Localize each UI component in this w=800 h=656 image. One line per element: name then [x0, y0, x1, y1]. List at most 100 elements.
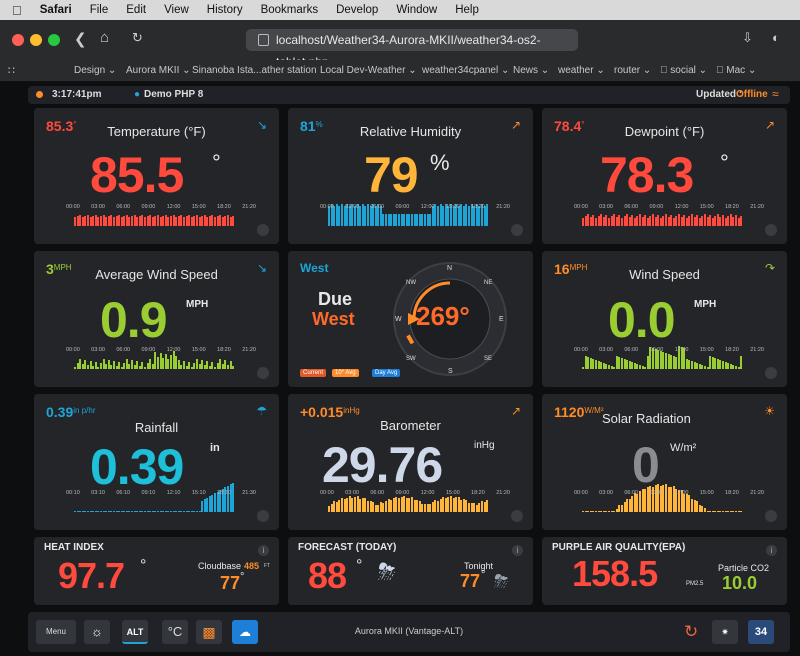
- chart-bar: [610, 216, 613, 226]
- menu-app-name[interactable]: Safari: [30, 4, 72, 16]
- fav-router[interactable]: router ⌄: [614, 65, 652, 76]
- fav-local-dev[interactable]: Local Dev-Weather ⌄: [320, 65, 417, 76]
- wind-speed-small-value: 16: [554, 261, 570, 277]
- menu-file[interactable]: File: [79, 4, 109, 16]
- temperature-card[interactable]: 85.3° Temperature (°F) ↘ 85.5 ° 00:00 03:…: [34, 108, 279, 244]
- menu-bookmarks[interactable]: Bookmarks: [250, 4, 319, 16]
- fav-aurora[interactable]: Aurora MKII ⌄: [126, 65, 191, 76]
- chart-bar: [714, 216, 717, 226]
- fav-sinanoba[interactable]: Sinanoba Ista...ather station: [192, 65, 317, 76]
- menu-help[interactable]: Help: [445, 4, 479, 16]
- chart-bar: [206, 497, 209, 512]
- back-icon[interactable]: ❮: [74, 31, 87, 48]
- menu-button[interactable]: Menu: [36, 620, 76, 644]
- fav-weather[interactable]: weather ⌄: [558, 65, 605, 76]
- chart-bar: [667, 354, 670, 369]
- chart-bar: [398, 214, 401, 226]
- chart-bar: [737, 218, 740, 226]
- chart-bar: [198, 511, 201, 512]
- fav-label: weather34cpanel: [422, 65, 499, 76]
- chart-bar: [390, 214, 393, 226]
- chart-bar: [411, 497, 413, 512]
- zoom-window-button[interactable]: [48, 34, 60, 46]
- menu-window[interactable]: Window: [386, 4, 437, 16]
- menu-develop[interactable]: Develop: [326, 4, 378, 16]
- axis-tick: 15:10: [191, 490, 206, 496]
- heat-index-card[interactable]: HEAT INDEX i 97.7 ° Cloudbase 485 FT 77 …: [34, 537, 279, 605]
- fav-news[interactable]: News ⌄: [513, 65, 550, 76]
- close-window-button[interactable]: [12, 34, 24, 46]
- apple-icon[interactable]: : [12, 3, 22, 18]
- info-icon[interactable]: i: [258, 545, 269, 556]
- menu-edit[interactable]: Edit: [116, 4, 146, 16]
- menu-history[interactable]: History: [197, 4, 243, 16]
- chart-bar: [649, 347, 652, 369]
- chart-bar: [444, 498, 447, 512]
- solar-card[interactable]: 1120W/M² Solar Radiation ☀ 0 W/m² 00:00 0…: [542, 394, 787, 530]
- chart-bar: [654, 485, 657, 512]
- forecast-card[interactable]: FORECAST (TODAY) i 88 ° ⛈ Tonight 77 ° ⛈: [288, 537, 533, 605]
- menu-view[interactable]: View: [154, 4, 189, 16]
- chart-bar: [698, 218, 701, 226]
- wind-speed-unit: MPH: [694, 299, 717, 310]
- chart-bar: [610, 366, 613, 369]
- chart-bar: [190, 367, 193, 369]
- chart-bar: [214, 367, 217, 369]
- fav-label: News: [513, 65, 539, 76]
- chart-bar: [636, 216, 639, 226]
- humidity-card[interactable]: 81% Relative Humidity ↗ 79 % 00:00 03:00 0…: [288, 108, 533, 244]
- chart-bar: [201, 500, 204, 512]
- chart-bar: [387, 499, 390, 512]
- chart-bar: [84, 216, 87, 226]
- compass-card[interactable]: West Due West N NE E SE S SW W NW 269° C…: [288, 251, 533, 387]
- average-wind-card[interactable]: 3MPH Average Wind Speed ↘ 0.9 MPH 00:00 0…: [34, 251, 279, 387]
- brightness-button[interactable]: ☼: [84, 620, 110, 644]
- chart-bar: [195, 511, 198, 512]
- chart-bar: [486, 204, 489, 226]
- wind-speed-card[interactable]: 16MPH Wind Speed ↷ 0.0 MPH 00:00 03:00 06:…: [542, 251, 787, 387]
- temperature-value: 85.5: [90, 147, 184, 203]
- trend-down-icon: ↘: [256, 261, 267, 275]
- fav-cpanel[interactable]: weather34cpanel ⌄: [422, 65, 510, 76]
- grid-icon[interactable]: ∷: [8, 65, 15, 77]
- fav-design[interactable]: Design ⌄: [74, 65, 117, 76]
- weather34-logo-button[interactable]: 34: [748, 620, 774, 644]
- chart-bar: [685, 494, 688, 512]
- logo-label: 34: [754, 626, 768, 638]
- rainfall-card[interactable]: 0.39in p/hr Rainfall ☂ 0.39 in 00:10 03:1…: [34, 394, 279, 530]
- chart-bar: [688, 495, 691, 512]
- alt-button[interactable]: ALT: [122, 620, 148, 644]
- info-icon[interactable]: i: [766, 545, 777, 556]
- chart-bar: [89, 511, 92, 512]
- celsius-button[interactable]: °C: [162, 620, 188, 644]
- chart-bar: [144, 217, 147, 226]
- address-bar[interactable]: localhost/Weather34-Aurora-MKII/weather3…: [246, 29, 578, 69]
- chart-bar: [343, 206, 346, 226]
- chart-bar: [646, 218, 649, 226]
- air-quality-card[interactable]: PURPLE AIR QUALITY(EPA) i 158.5 PM2.5 Pa…: [542, 537, 787, 605]
- compass-label-nw: NW: [406, 280, 416, 286]
- avg-wind-small-unit: MPH: [53, 263, 72, 272]
- barometer-card[interactable]: +0.015inHg Barometer ↗ 29.76 inHg 00:00 0…: [288, 394, 533, 530]
- thunderstorm-icon: ⛈: [378, 559, 396, 584]
- reload-icon[interactable]: ↻: [132, 30, 143, 45]
- chart-bar: [706, 511, 709, 512]
- air-quality-title: PURPLE AIR QUALITY(EPA): [552, 542, 686, 553]
- privacy-shield-icon[interactable]: ◐: [772, 30, 780, 45]
- dewpoint-card[interactable]: 78.4° Dewpoint (°F) ↗ 78.3 ° 00:00 03:00 0…: [542, 108, 787, 244]
- chart-bar: [685, 218, 688, 226]
- refresh-icon[interactable]: ↻: [684, 622, 699, 641]
- downloads-icon[interactable]: ⇩: [742, 30, 753, 45]
- chart-bar: [154, 352, 157, 369]
- chart-bar: [709, 356, 712, 369]
- info-icon[interactable]: i: [512, 545, 523, 556]
- fav-mac[interactable]:  Mac ⌄: [716, 65, 756, 76]
- chart-button[interactable]: ▩: [196, 620, 222, 644]
- light-bulb-button[interactable]: ✷: [712, 620, 738, 644]
- compass-label-e: E: [499, 316, 504, 323]
- minimize-window-button[interactable]: [30, 34, 42, 46]
- chart-bar: [644, 489, 647, 512]
- weather-app-button[interactable]: ☁: [232, 620, 258, 644]
- fav-social[interactable]:  social ⌄: [660, 65, 707, 76]
- home-icon[interactable]: ⌂: [100, 29, 110, 46]
